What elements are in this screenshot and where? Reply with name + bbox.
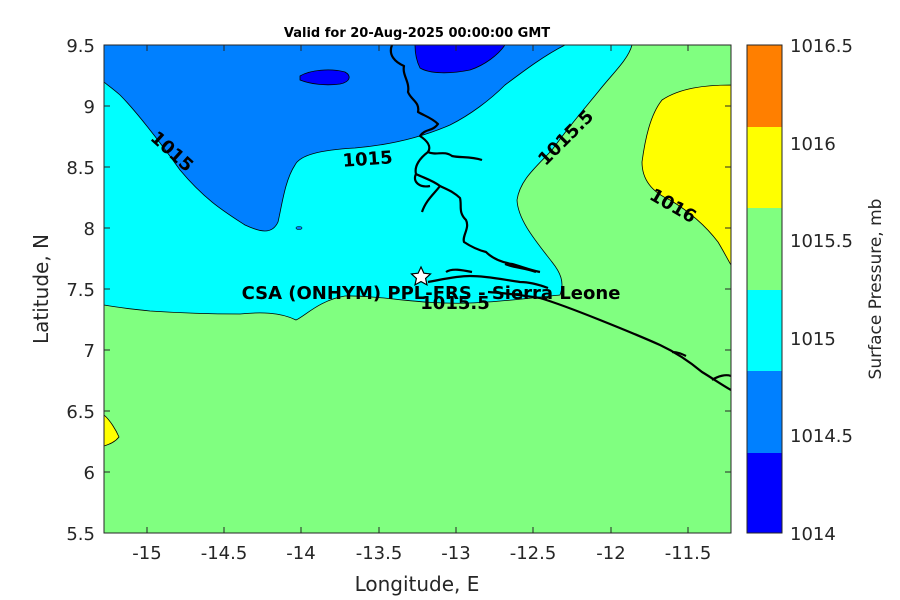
contour-label-1015-center: 1015 [342, 147, 393, 171]
pressure-band-1014-top [414, 45, 506, 74]
colorbar-swatch [747, 208, 782, 290]
x-tick-label: -13.5 [356, 543, 403, 564]
y-tick-label: 8 [84, 219, 95, 240]
y-tick-label: 6.5 [66, 402, 95, 423]
colorbar: 1016.5 1016 1015.5 1015 1014.5 1014 Surf… [746, 36, 886, 545]
colorbar-swatch [747, 290, 782, 371]
pressure-band-1016-west [104, 414, 120, 447]
y-tick-label: 7.5 [66, 280, 95, 301]
colorbar-swatch [747, 45, 782, 127]
y-tick-label: 9.5 [66, 36, 95, 57]
x-tick-label: -11.5 [665, 543, 712, 564]
colorbar-label: Surface Pressure, mb [866, 199, 886, 380]
colorbar-tick-label: 1015 [790, 329, 836, 350]
y-tick-label: 5.5 [66, 524, 95, 545]
contour-label-1015_5-south: 1015.5 [420, 293, 489, 314]
colorbar-swatch [747, 371, 782, 453]
x-tick-label: -12.5 [510, 543, 557, 564]
map-plot-area [104, 45, 731, 533]
y-tick-label: 6 [84, 463, 95, 484]
colorbar-swatch [747, 127, 782, 208]
x-tick-label: -12 [596, 543, 625, 564]
colorbar-tick-label: 1014 [790, 524, 836, 545]
colorbar-tick-label: 1016.5 [790, 36, 853, 57]
x-tick-label: -13 [441, 543, 470, 564]
map-title: Valid for 20-Aug-2025 00:00:00 GMT [284, 26, 550, 41]
y-tick-label: 8.5 [66, 158, 95, 179]
x-tick-label: -14 [286, 543, 315, 564]
colorbar-tick-label: 1015.5 [790, 231, 853, 252]
y-axis: 9.5 9 8.5 8 7.5 7 6.5 6 5.5 Latitude, N [29, 36, 731, 545]
y-tick-label: 7 [84, 341, 95, 362]
colorbar-tick-label: 1016 [790, 134, 836, 155]
colorbar-swatch [747, 453, 782, 533]
colorbar-tick-label: 1014.5 [790, 426, 853, 447]
pressure-band-1016-east [641, 84, 731, 266]
y-axis-label: Latitude, N [29, 234, 53, 344]
station-marker[interactable] [410, 265, 432, 287]
x-axis: -15 -14.5 -14 -13.5 -13 -12.5 -12 -11.5 … [132, 45, 711, 596]
pressure-band-1014_5 [104, 45, 566, 232]
coastline [389, 45, 731, 391]
x-tick-label: -15 [132, 543, 161, 564]
star-icon [410, 265, 432, 287]
pressure-band-1014-pocket [299, 69, 350, 86]
station-label: CSA (ONHYM) PPL-FRS - Sierra Leone [242, 283, 621, 304]
y-tick-label: 9 [84, 97, 95, 118]
colorbar-frame [746, 44, 783, 534]
x-axis-label: Longitude, E [355, 572, 480, 596]
pressure-patch-small [295, 226, 303, 230]
x-tick-label: -14.5 [201, 543, 248, 564]
